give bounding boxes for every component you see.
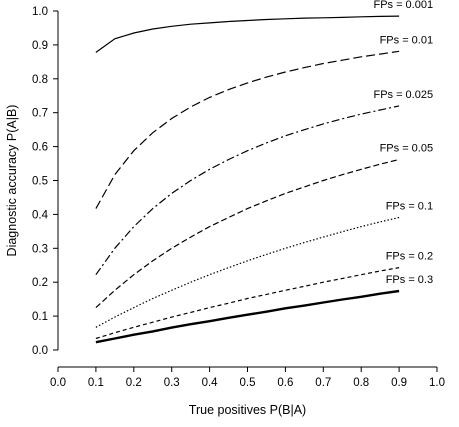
- y-axis-ticks: 0.0 0.1 0.2 0.3 0.4 0.5 0.6 0.7 0.8 0.9 1.0: [32, 6, 58, 357]
- y-tick-label: 0.3: [32, 243, 48, 255]
- y-tick-label: 0.9: [32, 40, 48, 52]
- y-tick-label: 0.1: [32, 311, 48, 323]
- series-line: [95, 158, 400, 309]
- y-tick-label: 0.8: [32, 74, 48, 86]
- y-tick-label: 0.2: [32, 277, 48, 289]
- series-line: [95, 105, 400, 276]
- y-axis-title: Diagnostic accuracy P(A|B): [5, 105, 19, 257]
- x-tick-label: 0.2: [126, 377, 142, 389]
- y-tick-label: 0.0: [32, 345, 48, 357]
- y-tick-label: 0.4: [32, 209, 49, 221]
- series-label: FPs = 0.05: [380, 142, 434, 154]
- x-tick-label: 0.5: [240, 377, 256, 389]
- x-tick-label: 0.7: [315, 377, 331, 389]
- series-line: [95, 289, 400, 344]
- series-label: FPs = 0.1: [386, 200, 433, 212]
- y-tick-label: 0.6: [32, 142, 48, 154]
- x-tick-label: 0.0: [50, 377, 66, 389]
- series-line: [95, 216, 400, 328]
- series-label: FPs = 0.01: [380, 34, 434, 46]
- y-tick-label: 0.7: [32, 108, 48, 120]
- x-tick-label: 0.1: [88, 377, 104, 389]
- x-tick-label: 1.0: [429, 377, 445, 389]
- series-label: FPs = 0.3: [386, 274, 433, 286]
- x-tick-label: 0.9: [391, 377, 407, 389]
- x-tick-label: 0.6: [277, 377, 293, 389]
- series-line: [95, 15, 400, 53]
- series-lines: [95, 15, 400, 344]
- series-label: FPs = 0.025: [373, 89, 433, 101]
- series-label: FPs = 0.2: [386, 251, 433, 263]
- x-tick-label: 0.8: [353, 377, 369, 389]
- x-tick-label: 0.4: [202, 377, 219, 389]
- series-line: [95, 50, 400, 209]
- x-axis-title: True positives P(B|A): [189, 403, 306, 417]
- series-line: [95, 267, 400, 340]
- series-label: FPs = 0.001: [373, 0, 433, 11]
- x-tick-label: 0.3: [164, 377, 180, 389]
- y-tick-label: 0.5: [32, 176, 48, 188]
- y-tick-label: 1.0: [32, 6, 48, 18]
- series-labels: FPs = 0.001 FPs = 0.01 FPs = 0.025 FPs = 0.…: [373, 0, 433, 286]
- x-axis-ticks: 0.0 0.1 0.2 0.3 0.4 0.5 0.6 0.7 0.8 0.9 1.0: [50, 367, 445, 389]
